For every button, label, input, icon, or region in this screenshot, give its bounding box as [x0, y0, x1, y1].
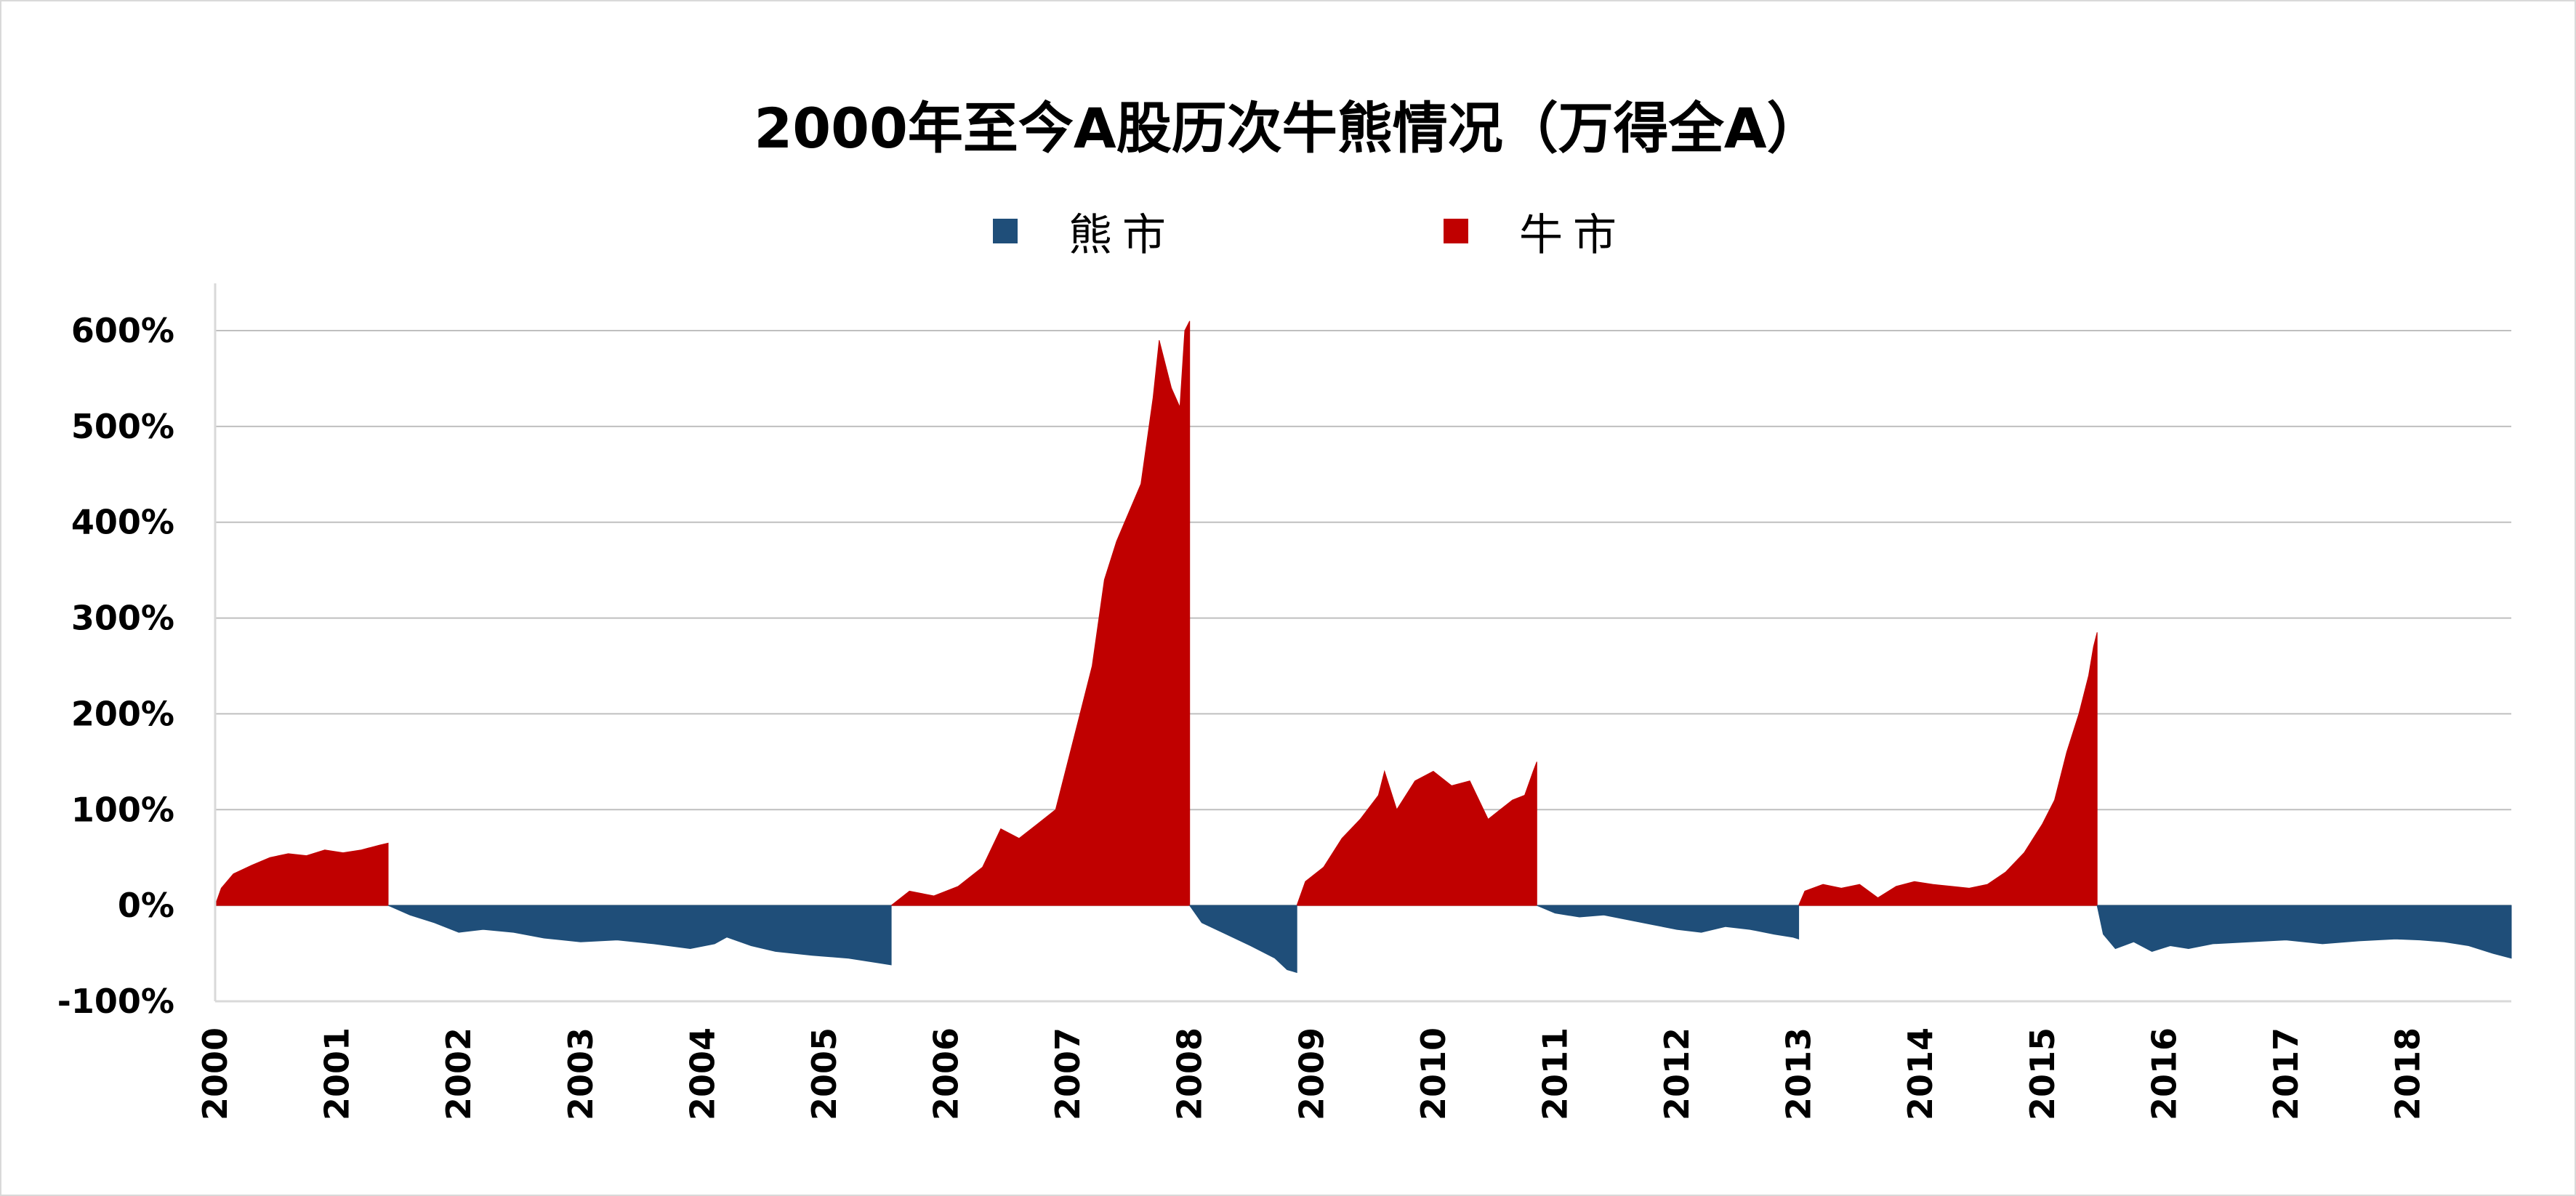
x-tick-label: 2012: [1657, 1027, 1696, 1120]
x-tick-label: 2007: [1048, 1027, 1087, 1120]
y-tick-label: 300%: [71, 599, 174, 638]
legend: 熊市 牛市: [0, 202, 2576, 261]
y-tick-labels: 600% 500% 400% 300% 200% 100% 0% -100%: [57, 311, 174, 1021]
bear-market-area: [2096, 905, 2512, 959]
x-tick-label: 2001: [318, 1027, 357, 1120]
x-tick-label: 2010: [1414, 1027, 1453, 1120]
axes: [214, 283, 2511, 1003]
x-tick-label: 2017: [2266, 1027, 2306, 1120]
x-tick-label: 2018: [2388, 1027, 2428, 1120]
x-tick-label: 2003: [561, 1027, 600, 1120]
bear-market-area: [387, 905, 892, 966]
bull-market-area: [1296, 761, 1537, 906]
bull-market-area: [890, 320, 1191, 906]
y-tick-label: 400%: [71, 503, 174, 542]
x-tick-label: 2016: [2144, 1027, 2183, 1120]
bear-market-area: [1188, 905, 1297, 974]
area-series: [214, 320, 2512, 974]
legend-label-bear: 熊市: [1068, 209, 1176, 261]
chart-title: 2000年至今A股历次牛熊情况（万得全A）: [754, 96, 1822, 161]
x-tick-label: 2005: [805, 1027, 844, 1120]
x-tick-label: 2015: [2023, 1027, 2062, 1120]
y-tick-label: 500%: [71, 407, 174, 446]
legend-item-bull: 牛市: [1444, 202, 1627, 261]
x-tick-label: 2014: [1901, 1027, 1940, 1120]
y-tick-label: -100%: [57, 982, 174, 1021]
x-tick-label: 2011: [1535, 1027, 1574, 1120]
x-tick-labels: 2000 2001 2002 2003 2004 2005 2006 2007 2008 2009…: [196, 1027, 2428, 1120]
x-tick-label: 2008: [1170, 1027, 1209, 1120]
x-tick-label: 2013: [1779, 1027, 1819, 1120]
y-tick-label: 100%: [71, 790, 174, 829]
x-tick-label: 2004: [683, 1027, 722, 1120]
x-tick-label: 2002: [439, 1027, 478, 1120]
y-tick-label: 0%: [118, 886, 174, 925]
bull-market-area: [1798, 632, 2098, 906]
legend-label-bull: 牛市: [1519, 209, 1627, 261]
x-tick-label: 2009: [1292, 1027, 1331, 1120]
bull-market-area: [214, 842, 389, 906]
x-tick-label: 2000: [196, 1027, 235, 1120]
y-tick-label: 200%: [71, 694, 174, 733]
legend-item-bear: 熊市: [993, 202, 1176, 261]
legend-swatch-bear: [993, 219, 1018, 243]
x-tick-label: 2006: [927, 1027, 966, 1120]
y-tick-label: 600%: [71, 311, 174, 350]
bear-market-area: [1537, 905, 1800, 940]
legend-swatch-bull: [1444, 219, 1468, 243]
